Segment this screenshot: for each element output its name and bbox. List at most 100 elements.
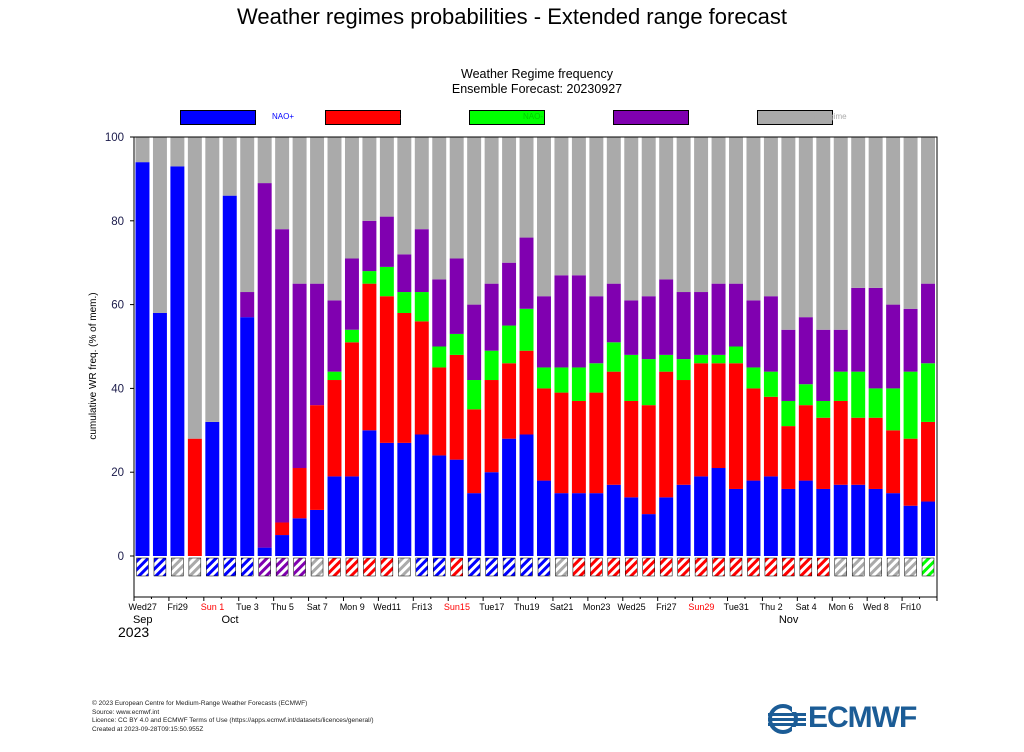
bar-segment-nao-plus xyxy=(903,505,918,556)
bar-segment-no-regime xyxy=(868,137,883,288)
x-tick-label: Fri13 xyxy=(412,602,433,612)
bar-segment-no-regime xyxy=(240,137,255,293)
bar-segment-nao-minus xyxy=(606,342,621,372)
regime-marker xyxy=(153,557,167,577)
bar-segment-no-regime xyxy=(502,137,517,263)
regime-marker xyxy=(590,557,603,577)
ecmwf-logo-icon xyxy=(768,704,806,734)
bar-segment-nao-plus xyxy=(484,472,499,556)
bar-segment-block xyxy=(467,409,482,494)
bar-segment-atr xyxy=(641,296,656,360)
x-tick-label: Tue31 xyxy=(724,602,749,612)
regime-marker xyxy=(659,557,673,577)
month-label: Sep xyxy=(133,614,153,626)
bar-segment-atr xyxy=(711,283,726,355)
bar-segment-nao-plus xyxy=(921,501,935,556)
legend-swatch-atr xyxy=(613,110,689,125)
legend-label-nao-plus: NAO+ xyxy=(272,112,295,121)
regime-marker xyxy=(171,557,184,577)
bar-segment-block xyxy=(432,367,447,456)
bar-segment-atr xyxy=(868,287,883,389)
bar-segment-block xyxy=(763,396,778,477)
bar-segment-nao-minus xyxy=(641,359,656,406)
bar-segment-atr xyxy=(554,275,569,368)
bar-segment-nao-plus xyxy=(746,480,761,556)
regime-marker xyxy=(136,557,149,577)
legend-swatch-no-regime xyxy=(757,110,833,125)
bar-segment-nao-minus xyxy=(921,363,935,422)
x-tick-label: Sat 7 xyxy=(307,602,328,612)
x-tick-label: Mon 9 xyxy=(340,602,365,612)
bar-segment-block xyxy=(397,312,412,443)
bar-segment-block xyxy=(676,380,691,485)
bar-segment-nao-plus xyxy=(379,442,394,556)
regime-marker xyxy=(328,557,341,577)
regime-marker xyxy=(502,557,516,577)
bar-segment-block xyxy=(886,430,901,494)
bar-segment-no-regime xyxy=(344,137,359,259)
bar-segment-nao-plus xyxy=(868,488,883,556)
bar-segment-no-regime xyxy=(798,137,813,318)
bar-segment-nao-minus xyxy=(798,384,813,406)
bar-segment-no-regime xyxy=(327,137,342,301)
bar-segment-nao-minus xyxy=(484,350,499,381)
bar-segment-atr xyxy=(502,262,517,326)
bar-segment-no-regime xyxy=(135,137,150,163)
bar-segment-block xyxy=(292,468,307,519)
bar-segment-no-regime xyxy=(659,137,674,280)
bar-segment-nao-plus xyxy=(624,497,639,556)
bar-segment-no-regime xyxy=(205,137,220,422)
x-tick-label: Sat 4 xyxy=(796,602,817,612)
regime-marker xyxy=(520,557,533,577)
bar-segment-nao-minus xyxy=(851,371,866,418)
bar-segment-nao-plus xyxy=(886,493,901,556)
bar-segment-no-regime xyxy=(257,137,272,184)
bar-segment-nao-plus xyxy=(240,317,255,556)
x-tick-label: Mon 6 xyxy=(828,602,853,612)
regime-marker xyxy=(886,557,900,577)
x-tick-label: Wed25 xyxy=(617,602,645,612)
chart-subtitle: Ensemble Forecast: 20230927 xyxy=(451,82,623,96)
bar-segment-no-regime xyxy=(467,137,482,305)
bar-segment-block xyxy=(816,417,831,489)
bar-segment-nao-plus xyxy=(851,484,866,556)
y-tick-label: 0 xyxy=(118,551,124,563)
bar-segment-nao-plus xyxy=(502,438,517,556)
bar-segment-no-regime xyxy=(589,137,604,297)
month-label: Oct xyxy=(221,614,238,626)
bar-segment-no-regime xyxy=(676,137,691,293)
bar-segment-no-regime xyxy=(379,137,394,217)
x-tick-label: Fri10 xyxy=(901,602,922,612)
bar-segment-nao-plus xyxy=(152,312,167,556)
bar-segment-atr xyxy=(432,279,447,347)
regime-marker xyxy=(467,557,481,577)
bar-segment-atr xyxy=(292,283,307,469)
bar-segment-no-regime xyxy=(152,137,167,313)
bar-segment-nao-plus xyxy=(798,480,813,556)
bar-segment-nao-plus xyxy=(781,488,796,556)
bar-segment-block xyxy=(781,426,796,489)
bar-segment-no-regime xyxy=(519,137,534,238)
bar-segment-block xyxy=(484,380,499,473)
regime-marker xyxy=(817,557,830,577)
ecmwf-logo-text: ECMWF xyxy=(808,701,917,734)
y-tick-label: 100 xyxy=(105,132,124,144)
year-label: 2023 xyxy=(118,624,150,640)
bar-segment-no-regime xyxy=(432,137,447,280)
bar-segment-nao-minus xyxy=(903,371,918,439)
bar-segment-block xyxy=(275,522,290,536)
regime-marker xyxy=(747,557,760,577)
bar-segment-nao-plus xyxy=(833,484,848,556)
legend-label-no-regime: no regime xyxy=(811,112,847,121)
bar-segment-no-regime xyxy=(694,137,709,293)
regime-marker xyxy=(240,557,254,577)
footer-copyright: © 2023 European Centre for Medium-Range … xyxy=(92,700,308,707)
x-tick-label: Sun 1 xyxy=(201,602,225,612)
bar-segment-block xyxy=(729,363,743,489)
bar-segment-nao-plus xyxy=(449,459,464,556)
regime-marker xyxy=(642,557,655,577)
bar-segment-nao-minus xyxy=(554,367,569,393)
regime-marker xyxy=(625,557,638,577)
bar-segment-nao-minus xyxy=(659,354,674,372)
regime-marker xyxy=(712,557,725,577)
